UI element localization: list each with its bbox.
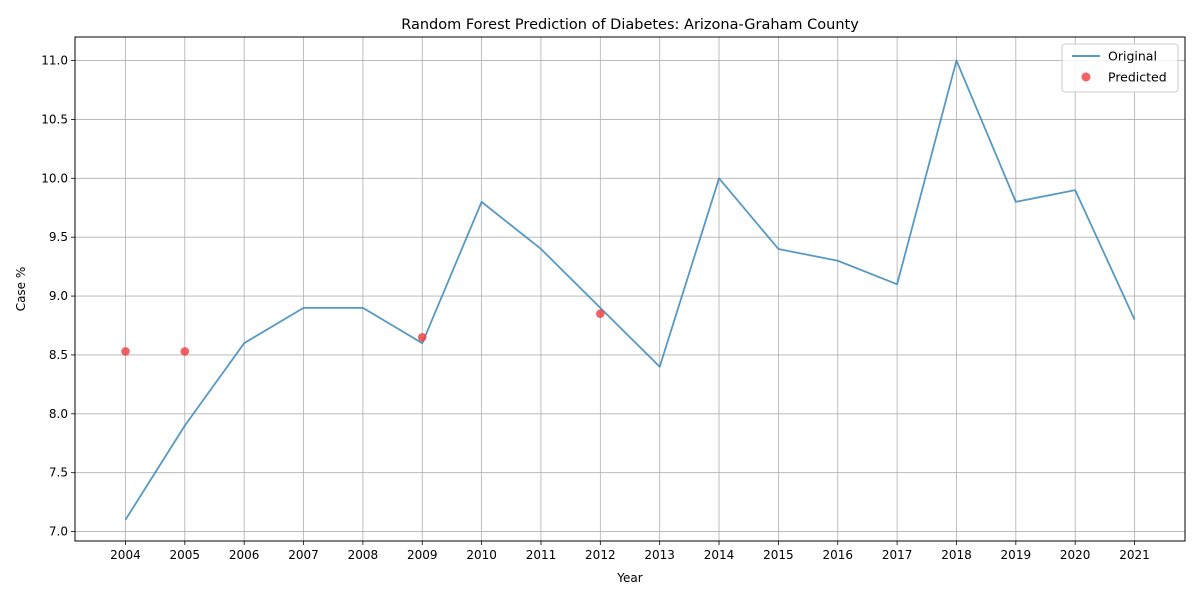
y-axis-label: Case %	[14, 267, 28, 312]
x-tick-label: 2008	[348, 548, 379, 562]
series-predicted-point	[596, 309, 605, 319]
x-tick-label: 2005	[170, 548, 201, 562]
x-axis-label: Year	[616, 571, 642, 585]
x-tick-label: 2014	[704, 548, 735, 562]
x-tick-label: 2007	[288, 548, 319, 562]
x-tick-label: 2004	[110, 548, 141, 562]
y-tick-label: 9.0	[49, 289, 68, 303]
x-tick-label: 2010	[466, 548, 497, 562]
x-tick-label: 2009	[407, 548, 438, 562]
y-tick-label: 7.5	[49, 466, 68, 480]
x-tick-label: 2020	[1060, 548, 1091, 562]
chart-title: Random Forest Prediction of Diabetes: Ar…	[401, 17, 859, 33]
x-tick-label: 2021	[1119, 548, 1150, 562]
x-tick-label: 2011	[526, 548, 557, 562]
series-predicted-point	[180, 347, 190, 356]
y-tick-label: 9.5	[49, 230, 68, 244]
x-tick-label: 2016	[822, 548, 853, 562]
x-tick-label: 2018	[941, 548, 972, 562]
y-tick-label: 8.5	[49, 348, 68, 362]
legend-predicted-label: Predicted	[1108, 70, 1167, 85]
series-original-line	[124, 59, 1136, 521]
x-tick-label: 2006	[229, 548, 260, 562]
plot-frame	[74, 36, 1186, 542]
legend-predicted-swatch	[1081, 72, 1091, 82]
y-axis: 7.0 7.5 8.0 8.5 9.0 9.5 10.0 10.5 11.0	[41, 54, 75, 539]
grid	[75, 37, 1185, 541]
series-layer	[121, 59, 1136, 521]
x-tick-label: 2015	[763, 548, 794, 562]
x-tick-label: 2013	[644, 548, 675, 562]
x-tick-label: 2012	[585, 548, 616, 562]
legend: Original Predicted	[1061, 43, 1179, 93]
y-tick-label: 7.0	[49, 525, 68, 539]
y-tick-label: 8.0	[49, 407, 68, 421]
y-tick-label: 10.0	[41, 171, 68, 185]
y-tick-label: 11.0	[41, 54, 68, 68]
legend-original-label: Original	[1108, 49, 1157, 64]
series-predicted-point	[417, 332, 427, 342]
x-tick-label: 2017	[882, 548, 913, 562]
x-tick-label: 2019	[1001, 548, 1032, 562]
y-tick-label: 10.5	[41, 112, 68, 126]
x-axis: 2004 2005 2006 2007 2008 2009 2010 2011 2012 2013…	[110, 541, 1150, 562]
series-predicted-point	[121, 347, 130, 356]
